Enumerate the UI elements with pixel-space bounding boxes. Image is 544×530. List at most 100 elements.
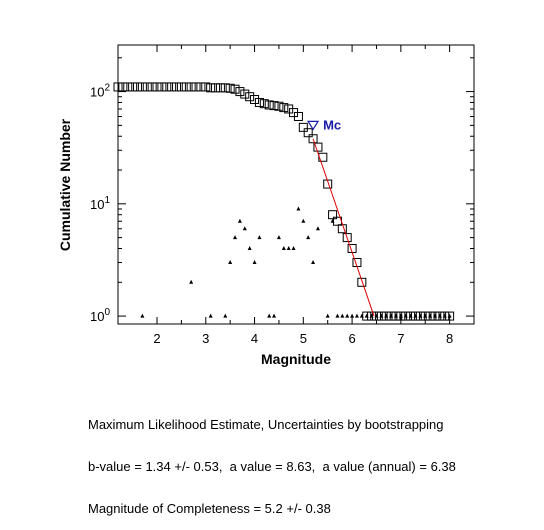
cumulative-point	[240, 89, 250, 99]
noncumulative-point	[432, 313, 437, 318]
x-tick-label: 7	[397, 331, 404, 346]
caption: Maximum Likelihood Estimate, Uncertainti…	[88, 390, 456, 530]
noncumulative-point	[345, 313, 350, 318]
noncumulative-point	[335, 313, 340, 318]
noncumulative-point	[189, 279, 194, 284]
cumulative-point	[137, 82, 147, 92]
mc-marker	[306, 120, 320, 131]
noncumulative-point	[237, 218, 242, 223]
cumulative-point	[225, 83, 235, 93]
cumulative-point	[259, 99, 269, 109]
noncumulative-point	[306, 235, 311, 240]
noncumulative-point	[350, 313, 355, 318]
cumulative-point	[118, 82, 128, 92]
noncumulative-point	[413, 313, 418, 318]
noncumulative-point	[428, 313, 433, 318]
noncumulative-point	[296, 206, 301, 211]
noncumulative-point	[315, 226, 320, 231]
noncumulative-point	[437, 313, 442, 318]
noncumulative-point	[233, 235, 238, 240]
caption-line-2: b-value = 1.34 +/- 0.53, a value = 8.63,…	[88, 459, 456, 474]
cumulative-point	[133, 82, 143, 92]
x-tick-label: 3	[202, 331, 209, 346]
noncumulative-point	[398, 313, 403, 318]
cumulative-point	[206, 83, 216, 93]
noncumulative-point	[281, 245, 286, 250]
noncumulative-point	[330, 218, 335, 223]
y-tick-label: 100	[90, 307, 110, 324]
cumulative-point	[220, 83, 230, 93]
noncumulative-point	[257, 235, 262, 240]
x-axis-title: Magnitude	[261, 351, 331, 367]
cumulative-point	[357, 277, 367, 287]
x-tick-label: 5	[300, 331, 307, 346]
cumulative-point	[318, 152, 328, 162]
noncumulative-point	[242, 226, 247, 231]
cumulative-point	[245, 92, 255, 102]
noncumulative-point	[311, 260, 316, 265]
y-tick-label: 102	[90, 83, 110, 100]
noncumulative-point	[418, 313, 423, 318]
data-marks: Mc	[113, 82, 455, 321]
cumulative-point	[181, 82, 191, 92]
x-tick-label: 4	[251, 331, 258, 346]
cumulative-point	[298, 122, 308, 132]
cumulative-point	[264, 100, 274, 110]
axis-ticks: 2 3 4 5 6 7 8 100 101 102	[90, 45, 474, 346]
noncumulative-point	[369, 313, 374, 318]
noncumulative-point	[276, 235, 281, 240]
y-tick-label: 101	[90, 195, 110, 212]
caption-line-3: Magnitude of Completeness = 5.2 +/- 0.38	[88, 501, 331, 516]
noncumulative-point	[447, 313, 452, 318]
cumulative-point	[342, 233, 352, 243]
noncumulative-point	[393, 313, 398, 318]
noncumulative-point	[423, 313, 428, 318]
cumulative-point	[308, 134, 318, 144]
cumulative-point	[167, 82, 177, 92]
cumulative-point	[215, 83, 225, 93]
cumulative-point	[172, 82, 182, 92]
noncumulative-point	[379, 313, 384, 318]
noncumulative-point	[252, 260, 257, 265]
y-axis-title: Cumulative Number	[57, 118, 73, 251]
noncumulative-point	[403, 313, 408, 318]
noncumulative-point	[223, 313, 228, 318]
noncumulative-point	[384, 313, 389, 318]
cumulative-point	[191, 82, 201, 92]
cumulative-point	[235, 87, 245, 97]
noncumulative-point	[442, 313, 447, 318]
cumulative-point	[176, 82, 186, 92]
x-tick-label: 8	[446, 331, 453, 346]
noncumulative-point	[389, 313, 394, 318]
noncumulative-point	[301, 218, 306, 223]
noncumulative-point	[286, 245, 291, 250]
noncumulative-point	[374, 313, 379, 318]
x-tick-label: 6	[348, 331, 355, 346]
fmd-chart: 2 3 4 5 6 7 8 100 101 102 Mc Magnitude Cumulative…	[57, 44, 475, 367]
cumulative-point	[142, 82, 152, 92]
noncumulative-point	[408, 313, 413, 318]
cumulative-point	[279, 103, 289, 113]
noncumulative-point	[340, 313, 345, 318]
caption-line-1: Maximum Likelihood Estimate, Uncertainti…	[88, 417, 444, 432]
cumulative-point	[250, 95, 260, 105]
cumulative-point	[230, 84, 240, 94]
x-tick-label: 2	[153, 331, 160, 346]
noncumulative-point	[267, 313, 272, 318]
cumulative-point	[113, 82, 123, 92]
cumulative-point	[196, 82, 206, 92]
noncumulative-point	[325, 313, 330, 318]
noncumulative-point	[247, 245, 252, 250]
noncumulative-point	[228, 260, 233, 265]
cumulative-point	[293, 111, 303, 121]
noncumulative-point	[272, 313, 277, 318]
noncumulative-point	[354, 313, 359, 318]
noncumulative-point	[208, 313, 213, 318]
noncumulative-point	[364, 313, 369, 318]
cumulative-point	[162, 82, 172, 92]
cumulative-point	[269, 101, 279, 111]
cumulative-point	[303, 128, 313, 138]
cumulative-point	[274, 101, 284, 111]
cumulative-point	[328, 210, 338, 220]
cumulative-point	[313, 142, 323, 152]
